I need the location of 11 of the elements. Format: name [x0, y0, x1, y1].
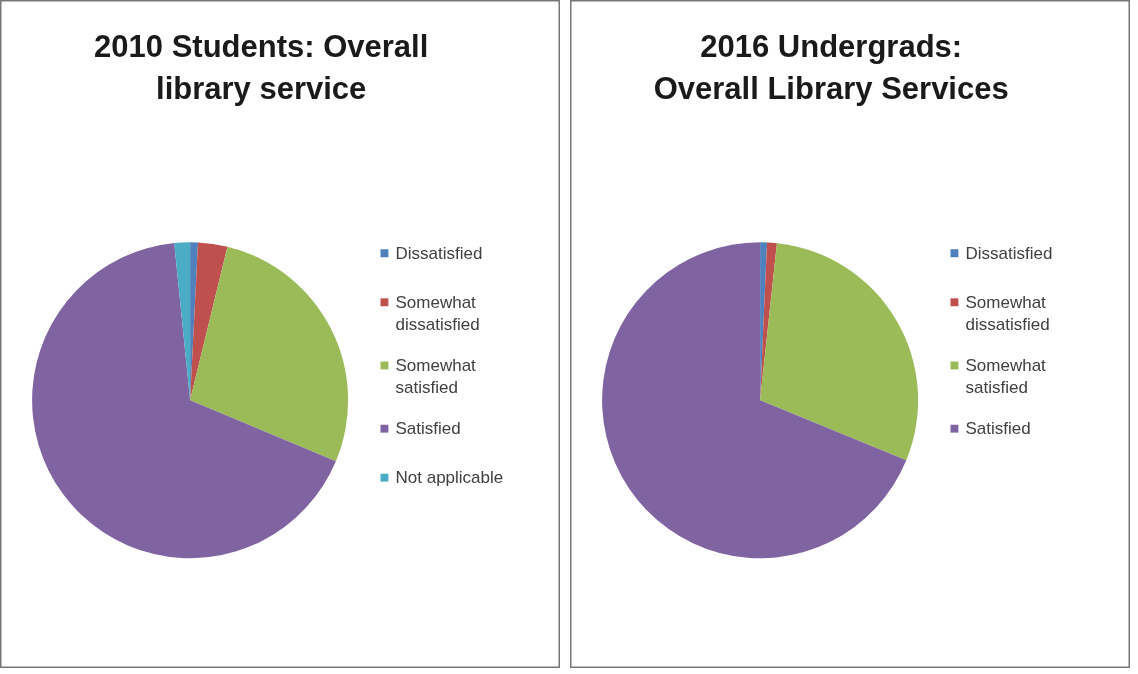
legend-label: Satisfied [395, 419, 461, 439]
chart-title: 2016 Undergrads: Overall Library Services [653, 28, 1009, 106]
legend-label: Somewhat satisfied [965, 356, 1047, 398]
legend-label: Somewhat dissatisfied [395, 293, 480, 335]
legend-label: Somewhat satisfied [395, 356, 477, 398]
chart-title: 2010 Students: Overall library service [94, 28, 429, 106]
legend-label: Somewhat dissatisfied [965, 293, 1050, 335]
legend-label: Dissatisfied [395, 243, 483, 263]
legend-label: Satisfied [965, 419, 1031, 439]
legend-label: Dissatisfied [965, 243, 1053, 263]
legend-label: Not applicable [395, 468, 504, 488]
